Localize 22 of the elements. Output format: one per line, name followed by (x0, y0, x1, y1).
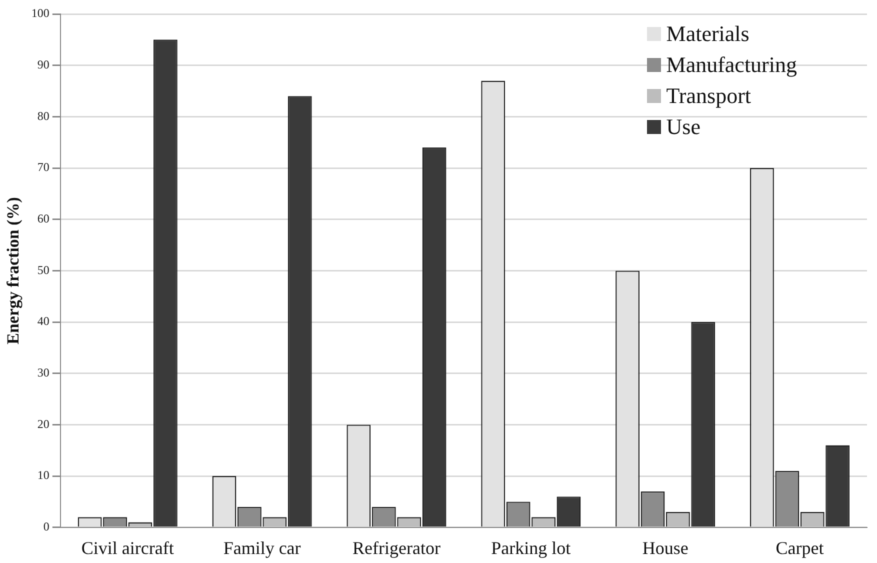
y-tick-label: 80 (37, 108, 50, 123)
y-tick-label: 20 (37, 416, 50, 431)
legend-label: Use (666, 113, 700, 141)
x-tick-label: Refrigerator (352, 538, 440, 558)
x-tick-label: Family car (223, 538, 301, 558)
y-tick-label: 30 (37, 366, 50, 380)
y-tick-label: 70 (37, 160, 50, 174)
y-tick-label: 90 (37, 57, 50, 72)
y-tick-label: 60 (37, 212, 50, 226)
y-tick-label: 10 (37, 468, 50, 482)
x-tick-label: House (642, 538, 688, 558)
legend-label: Materials (666, 20, 750, 48)
x-tick-label: Civil aircraft (81, 538, 174, 558)
y-tick-label: 50 (37, 262, 50, 277)
y-tick-label: 100 (31, 6, 50, 20)
y-axis-title: Energy fraction (%) (4, 197, 23, 344)
legend-label: Manufacturing (666, 51, 797, 79)
y-tick-label: 0 (43, 520, 50, 534)
x-tick-label: Parking lot (491, 538, 571, 558)
x-tick-label: Carpet (776, 538, 824, 558)
legend-label: Transport (666, 82, 752, 110)
y-tick-label: 40 (37, 314, 50, 328)
